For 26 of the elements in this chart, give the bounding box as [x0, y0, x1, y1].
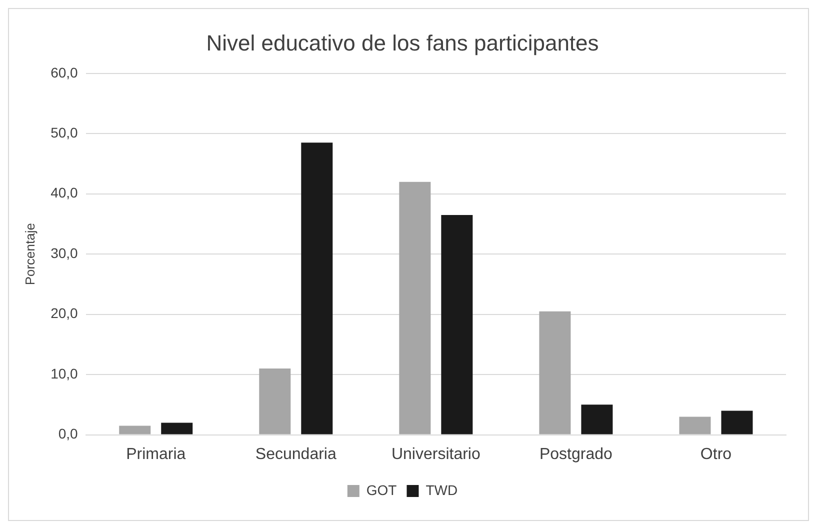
bar — [259, 368, 291, 434]
bar — [539, 311, 571, 434]
bar — [399, 182, 431, 434]
x-tick-label: Primaria — [126, 446, 186, 463]
bar — [119, 426, 151, 434]
y-tick-label: 30,0 — [50, 244, 78, 261]
legend-label: GOT — [366, 482, 398, 498]
bar — [581, 404, 613, 434]
y-tick-label: 20,0 — [50, 305, 78, 322]
bar — [721, 410, 753, 434]
bar — [679, 416, 711, 434]
y-tick-label: 10,0 — [50, 365, 78, 382]
y-tick-label: 60,0 — [50, 64, 78, 80]
bar — [301, 142, 333, 434]
bar — [161, 422, 193, 434]
x-tick-label: Otro — [700, 446, 732, 463]
chart-title: Nivel educativo de los fans participantes — [206, 30, 599, 56]
x-tick-label: Secundaria — [255, 446, 336, 463]
x-tick-label: Universitario — [391, 446, 480, 463]
bar — [441, 214, 473, 434]
y-tick-label: 0,0 — [58, 426, 78, 442]
y-tick-label: 50,0 — [50, 124, 78, 140]
legend-label: TWD — [426, 482, 458, 498]
x-tick-label: Postgrado — [539, 446, 613, 463]
y-axis-title: Porcentaje — [22, 223, 38, 286]
y-tick-label: 40,0 — [50, 184, 78, 201]
